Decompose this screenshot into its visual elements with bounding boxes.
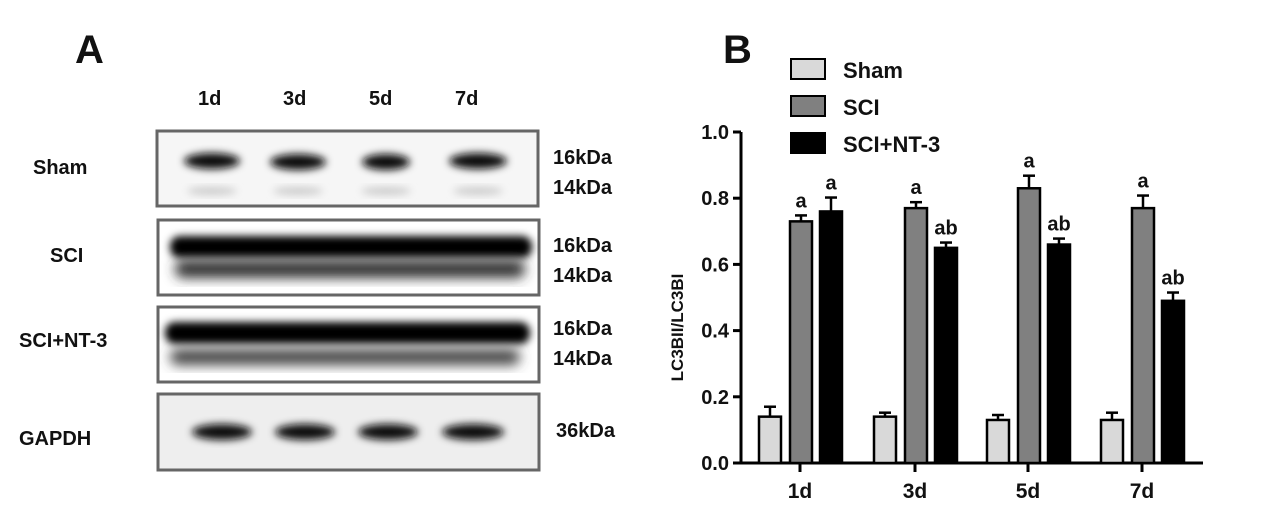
legend-label: Sham <box>843 58 903 83</box>
x-tick-label: 1d <box>788 480 813 503</box>
y-tick-label: 1.0 <box>701 122 729 144</box>
bar-sci-nt-3 <box>1046 243 1072 465</box>
bar-sci-nt-3 <box>933 246 959 465</box>
blot-gapdh <box>156 392 541 472</box>
bar-sham <box>872 415 898 465</box>
marker-label: 14kDa <box>553 265 612 287</box>
lane-label: 5d <box>369 88 393 110</box>
bar-sci-nt-3 <box>1160 299 1186 465</box>
significance-label: a <box>795 190 807 212</box>
bar-sham <box>757 415 783 465</box>
significance-label: a <box>1023 151 1035 173</box>
x-tick-label: 5d <box>1016 480 1041 503</box>
marker-label: 14kDa <box>553 348 612 370</box>
row-label-sci: SCI <box>50 245 84 267</box>
blot-sci-nt3 <box>156 305 541 384</box>
x-tick-label: 3d <box>903 480 928 503</box>
legend-label: SCI+NT-3 <box>843 132 940 157</box>
significance-label: a <box>910 177 922 199</box>
significance-label: ab <box>1161 268 1184 290</box>
y-tick-label: 0.0 <box>701 453 729 475</box>
bar-sci <box>903 206 929 465</box>
marker-label: 14kDa <box>553 177 612 199</box>
blot-sham <box>155 129 540 208</box>
row-label-gapdh: GAPDH <box>19 428 92 450</box>
marker-label: 36kDa <box>556 420 615 442</box>
panel-b-label: B <box>723 28 752 72</box>
x-tick-label: 7d <box>1130 480 1155 503</box>
marker-label: 16kDa <box>553 318 612 340</box>
row-label-sham: Sham <box>33 157 88 179</box>
bar-sci <box>1016 187 1042 465</box>
y-tick-label: 0.2 <box>701 387 729 409</box>
bar-sham <box>1099 418 1125 465</box>
bar-sham <box>985 418 1011 465</box>
panel-a-label: A <box>75 28 104 72</box>
legend-swatch <box>790 95 826 117</box>
y-tick-label: 0.6 <box>701 254 729 276</box>
blot-sci <box>156 218 541 297</box>
bar-sci <box>1130 206 1156 465</box>
significance-label: ab <box>1047 214 1070 236</box>
significance-label: ab <box>934 218 957 240</box>
y-tick-label: 0.4 <box>701 321 730 343</box>
marker-label: 16kDa <box>553 147 612 169</box>
row-label-sci-nt3: SCI+NT-3 <box>19 330 108 352</box>
lane-label: 1d <box>198 88 222 110</box>
bar-sci <box>788 220 814 465</box>
lane-label: 7d <box>455 88 479 110</box>
marker-label: 16kDa <box>553 235 612 257</box>
y-axis-label: LC3BII/LC3BI <box>668 274 687 382</box>
y-tick-label: 0.8 <box>701 188 729 210</box>
legend-swatch <box>790 132 826 154</box>
western-blot <box>155 129 541 472</box>
significance-label: a <box>825 173 837 195</box>
significance-label: a <box>1137 171 1149 193</box>
legend-label: SCI <box>843 95 880 120</box>
legend-swatch <box>790 58 826 80</box>
bar-chart: 0.00.20.40.60.81.0LC3BII/LC3BI1daa3daab5… <box>668 58 1203 503</box>
bar-sci-nt-3 <box>818 210 844 465</box>
lane-label: 3d <box>283 88 307 110</box>
